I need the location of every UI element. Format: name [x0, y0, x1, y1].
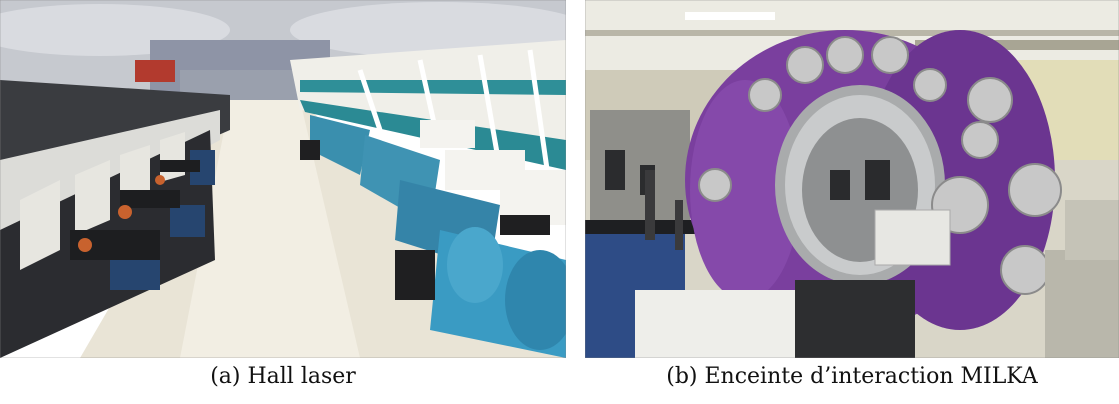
milka-chamber-image: [585, 0, 1119, 358]
caption-a: (a) Hall laser: [210, 364, 356, 389]
hall-laser-image: [0, 0, 566, 358]
caption-b: (b) Enceinte d’interaction MILKA: [666, 364, 1038, 389]
milka-chamber-photo: [585, 0, 1119, 358]
hall-laser-photo: [0, 0, 566, 358]
